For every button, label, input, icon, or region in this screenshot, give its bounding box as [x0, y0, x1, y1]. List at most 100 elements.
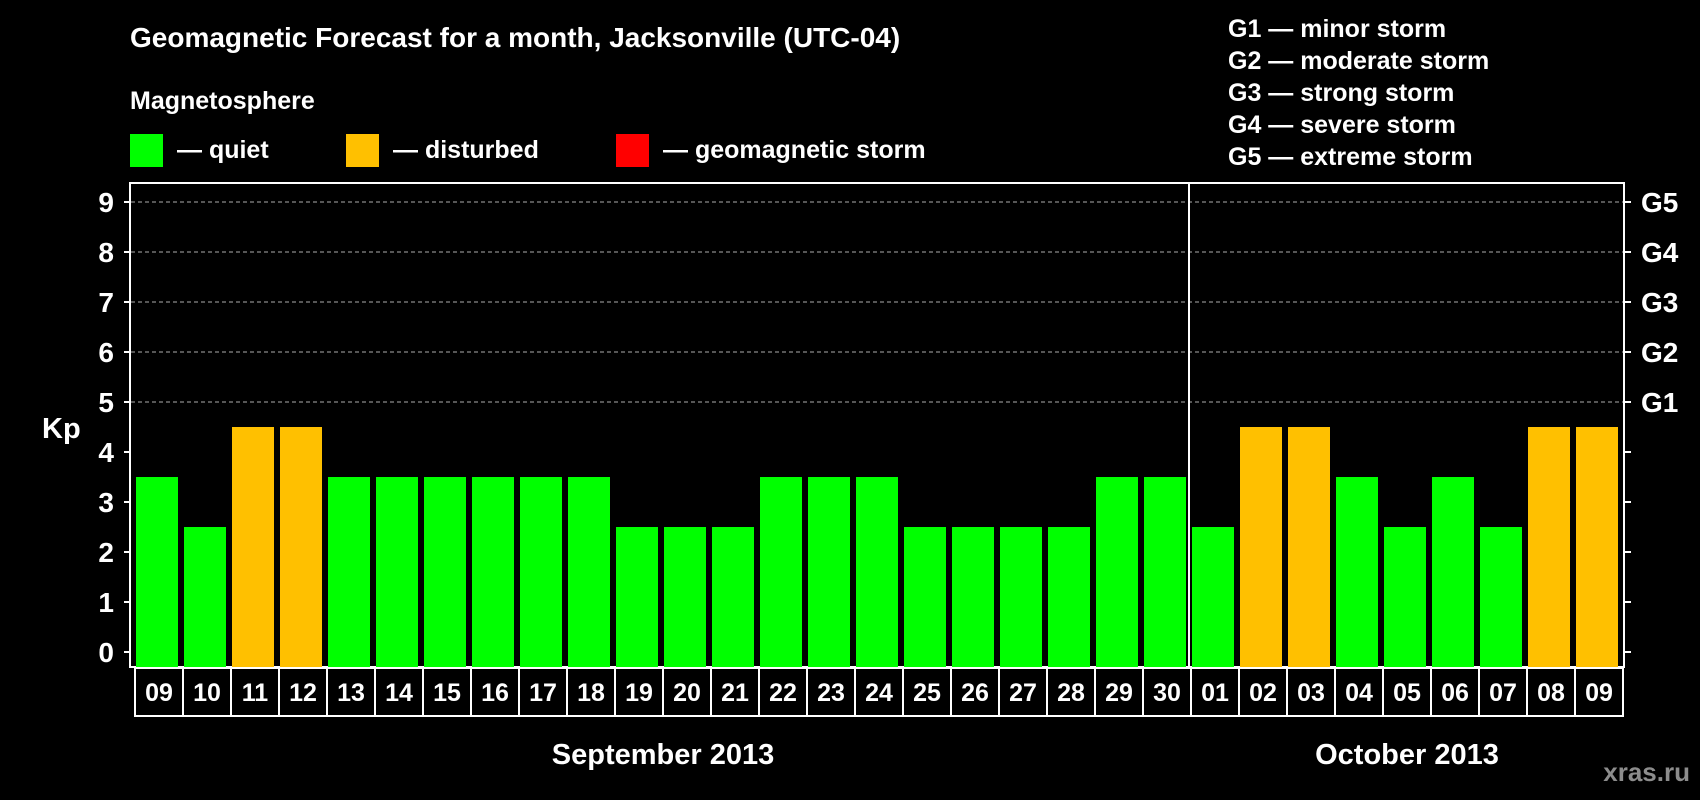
bar-20	[1096, 477, 1138, 667]
scale-legend-item-0: G1 — minor storm	[1228, 15, 1446, 43]
x-tick-label-11: 20	[673, 679, 701, 707]
y-axis-right: G1 G2 G3 G4 G5	[1624, 187, 1679, 653]
x-tick-label-30: 09	[1585, 679, 1613, 707]
legend-swatch-0	[130, 134, 163, 167]
bar-8	[520, 477, 562, 667]
x-tick-label-27: 06	[1441, 679, 1469, 707]
right-axis-label-3: G4	[1641, 237, 1679, 268]
y-tick-label-9: 9	[98, 187, 114, 218]
y-axis-label: Kp	[42, 413, 81, 445]
bar-13	[760, 477, 802, 667]
bar-30	[1576, 427, 1618, 667]
x-tick-label-25: 04	[1345, 679, 1373, 707]
bar-6	[424, 477, 466, 667]
right-axis-label-1: G2	[1641, 337, 1678, 368]
bar-15	[856, 477, 898, 667]
month-label-1: October 2013	[1315, 739, 1499, 771]
y-axis-left: 0 1 2 3 4 5 6 7 8 9	[98, 187, 130, 668]
bar-27	[1432, 477, 1474, 667]
bar-11	[664, 527, 706, 667]
scale-legend-item-3: G4 — severe storm	[1228, 111, 1456, 139]
right-axis-label-2: G3	[1641, 287, 1678, 318]
x-tick-label-4: 13	[337, 679, 365, 707]
bar-19	[1048, 527, 1090, 667]
bar-4	[328, 477, 370, 667]
x-tick-label-23: 02	[1249, 679, 1277, 707]
y-tick-label-2: 2	[98, 537, 114, 568]
scale-legend-item-4: G5 — extreme storm	[1228, 143, 1473, 171]
bar-0	[136, 477, 178, 667]
scale-legend-item-2: G3 — strong storm	[1228, 79, 1454, 107]
bar-28	[1480, 527, 1522, 667]
x-tick-label-12: 21	[721, 679, 749, 707]
x-tick-label-18: 27	[1009, 679, 1037, 707]
bar-16	[904, 527, 946, 667]
x-tick-label-15: 24	[865, 679, 893, 707]
bars	[136, 427, 1618, 667]
x-tick-label-13: 22	[769, 679, 797, 707]
x-tick-label-14: 23	[817, 679, 845, 707]
month-label-0: September 2013	[552, 739, 774, 771]
month-labels: September 2013 October 2013	[552, 739, 1499, 771]
right-axis-label-0: G1	[1641, 387, 1678, 418]
x-tick-label-17: 26	[961, 679, 989, 707]
bar-29	[1528, 427, 1570, 667]
y-tick-label-4: 4	[98, 437, 114, 468]
storm-scale-legend: G1 — minor storm G2 — moderate storm G3 — …	[1228, 15, 1489, 171]
y-tick-label-8: 8	[98, 237, 114, 268]
y-tick-label-3: 3	[98, 487, 114, 518]
x-tick-label-22: 01	[1201, 679, 1229, 707]
right-axis-label-4: G5	[1641, 187, 1678, 218]
x-tick-label-1: 10	[193, 679, 221, 707]
grid-lines	[131, 201, 1623, 403]
y-tick-label-0: 0	[98, 637, 114, 668]
bar-25	[1336, 477, 1378, 667]
magnetosphere-legend: — quiet — disturbed — geomagnetic storm	[130, 134, 926, 167]
bar-1	[184, 527, 226, 667]
legend-label-1: — disturbed	[393, 136, 539, 164]
x-tick-label-5: 14	[385, 679, 413, 707]
scale-legend-item-1: G2 — moderate storm	[1228, 47, 1489, 75]
bar-7	[472, 477, 514, 667]
y-tick-label-7: 7	[98, 287, 114, 318]
bar-2	[232, 427, 274, 667]
legend-label-0: — quiet	[177, 136, 269, 164]
bar-26	[1384, 527, 1426, 667]
x-tick-label-3: 12	[289, 679, 317, 707]
bar-9	[568, 477, 610, 667]
y-tick-label-6: 6	[98, 337, 114, 368]
x-tick-label-7: 16	[481, 679, 509, 707]
x-axis-box	[134, 667, 1624, 717]
x-tick-label-10: 19	[625, 679, 653, 707]
bar-5	[376, 477, 418, 667]
x-tick-label-2: 11	[242, 679, 269, 707]
legend-swatch-1	[346, 134, 379, 167]
legend-label-2: — geomagnetic storm	[663, 136, 926, 164]
x-tick-label-16: 25	[913, 679, 941, 707]
bar-12	[712, 527, 754, 667]
bar-17	[952, 527, 994, 667]
bar-21	[1144, 477, 1186, 667]
plot-area: 0 1 2 3 4 5 6 7 8 9 G1 G2 G3 G4 G5	[98, 182, 1679, 668]
legend-swatch-2	[616, 134, 649, 167]
x-tick-label-26: 05	[1393, 679, 1421, 707]
bar-14	[808, 477, 850, 667]
bar-10	[616, 527, 658, 667]
x-tick-label-9: 18	[577, 679, 605, 707]
x-tick-label-6: 15	[433, 679, 461, 707]
x-tick-label-21: 30	[1153, 679, 1181, 707]
bar-18	[1000, 527, 1042, 667]
y-tick-label-5: 5	[98, 387, 114, 418]
bar-23	[1240, 427, 1282, 667]
x-tick-label-28: 07	[1489, 679, 1517, 707]
x-axis-day-labels: 09 10 11 12 13 14 15 16 17 18 19 20 21 22 23 24 25 26 27 28…	[134, 667, 1624, 717]
watermark: xras.ru	[1603, 757, 1690, 787]
bar-3	[280, 427, 322, 667]
x-tick-label-8: 17	[529, 679, 557, 707]
bar-24	[1288, 427, 1330, 667]
bar-22	[1192, 527, 1234, 667]
chart-title: Geomagnetic Forecast for a month, Jackso…	[130, 22, 900, 53]
x-tick-label-29: 08	[1537, 679, 1565, 707]
x-tick-label-0: 09	[145, 679, 173, 707]
